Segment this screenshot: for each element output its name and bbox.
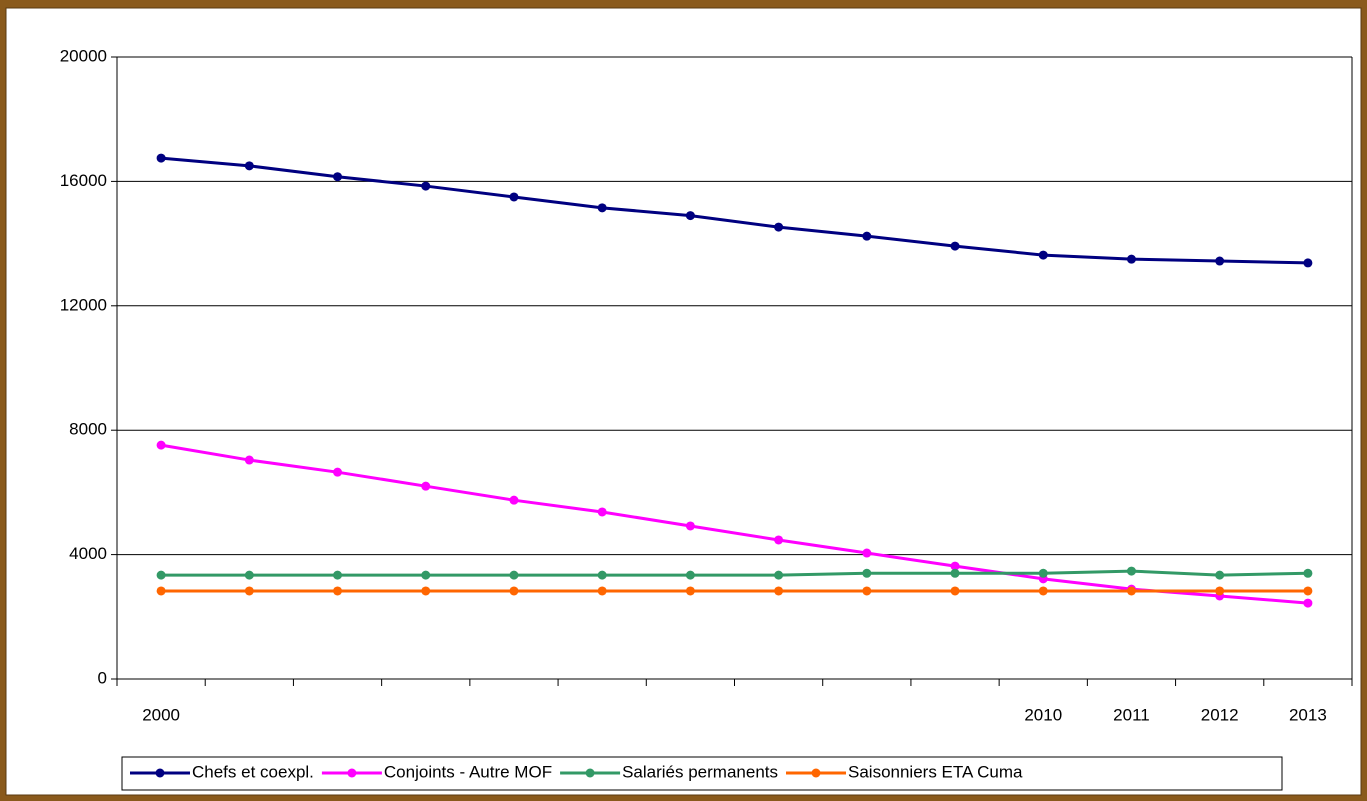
series-line <box>160 443 1309 605</box>
x-tick-label: 2012 <box>1201 705 1239 724</box>
data-point <box>1038 568 1048 578</box>
y-tick-label: 4000 <box>69 544 107 563</box>
data-point <box>333 570 343 580</box>
legend-label: Salariés permanents <box>622 762 778 781</box>
data-point <box>244 161 254 171</box>
data-point <box>156 570 166 580</box>
legend-label: Saisonniers ETA Cuma <box>848 762 1023 781</box>
data-point <box>421 181 431 191</box>
data-point <box>774 570 784 580</box>
data-point <box>685 570 695 580</box>
data-point <box>950 561 960 571</box>
data-point <box>509 495 519 505</box>
chart-area <box>5 7 1362 796</box>
data-point <box>1215 256 1225 266</box>
data-point <box>156 586 166 596</box>
y-tick-label: 16000 <box>60 171 107 190</box>
series-line <box>160 156 1308 265</box>
data-point <box>1303 598 1313 608</box>
data-point <box>685 211 695 221</box>
data-point <box>862 548 872 558</box>
data-point <box>509 570 519 580</box>
data-point <box>156 153 166 163</box>
x-tick-label: 2010 <box>1024 705 1062 724</box>
legend-marker <box>811 768 821 778</box>
data-point <box>950 568 960 578</box>
data-point <box>156 440 166 450</box>
data-point <box>1303 568 1313 578</box>
y-tick-label: 0 <box>98 668 107 687</box>
legend-box <box>121 756 1283 791</box>
data-point <box>685 521 695 531</box>
data-point <box>1215 570 1225 580</box>
data-point <box>1303 586 1313 596</box>
data-point <box>597 203 607 213</box>
legend-marker <box>155 768 165 778</box>
data-point <box>421 570 431 580</box>
legend-marker <box>347 768 357 778</box>
legend-marker <box>585 768 595 778</box>
data-point <box>597 586 607 596</box>
data-point <box>685 586 695 596</box>
data-point <box>1126 254 1136 264</box>
data-point <box>421 586 431 596</box>
y-tick-label: 12000 <box>60 295 107 314</box>
data-point <box>774 535 784 545</box>
data-point <box>950 586 960 596</box>
data-point <box>421 481 431 491</box>
data-point <box>333 467 343 477</box>
data-point <box>1303 258 1313 268</box>
data-point <box>244 570 254 580</box>
data-point <box>597 507 607 517</box>
series-line <box>161 569 1308 577</box>
data-point <box>774 586 784 596</box>
data-point <box>333 172 343 182</box>
data-point <box>1126 586 1136 596</box>
legend-label: Chefs et coexpl. <box>192 762 314 781</box>
y-tick-label: 8000 <box>69 420 107 439</box>
data-point <box>774 222 784 232</box>
x-tick-label: 2013 <box>1289 705 1327 724</box>
data-point <box>1038 586 1048 596</box>
data-point <box>244 455 254 465</box>
data-point <box>509 586 519 596</box>
data-point <box>862 231 872 241</box>
data-point <box>1038 250 1048 260</box>
data-point <box>862 586 872 596</box>
x-tick-label: 2000 <box>142 705 180 724</box>
data-point <box>1126 566 1136 576</box>
y-tick-label: 20000 <box>60 46 107 65</box>
data-point <box>1215 586 1225 596</box>
data-point <box>509 192 519 202</box>
data-point <box>244 586 254 596</box>
data-point <box>862 568 872 578</box>
data-point <box>597 570 607 580</box>
data-point <box>333 586 343 596</box>
data-point <box>950 241 960 251</box>
x-tick-label: 2011 <box>1113 705 1150 724</box>
legend-label: Conjoints - Autre MOF <box>384 762 552 781</box>
